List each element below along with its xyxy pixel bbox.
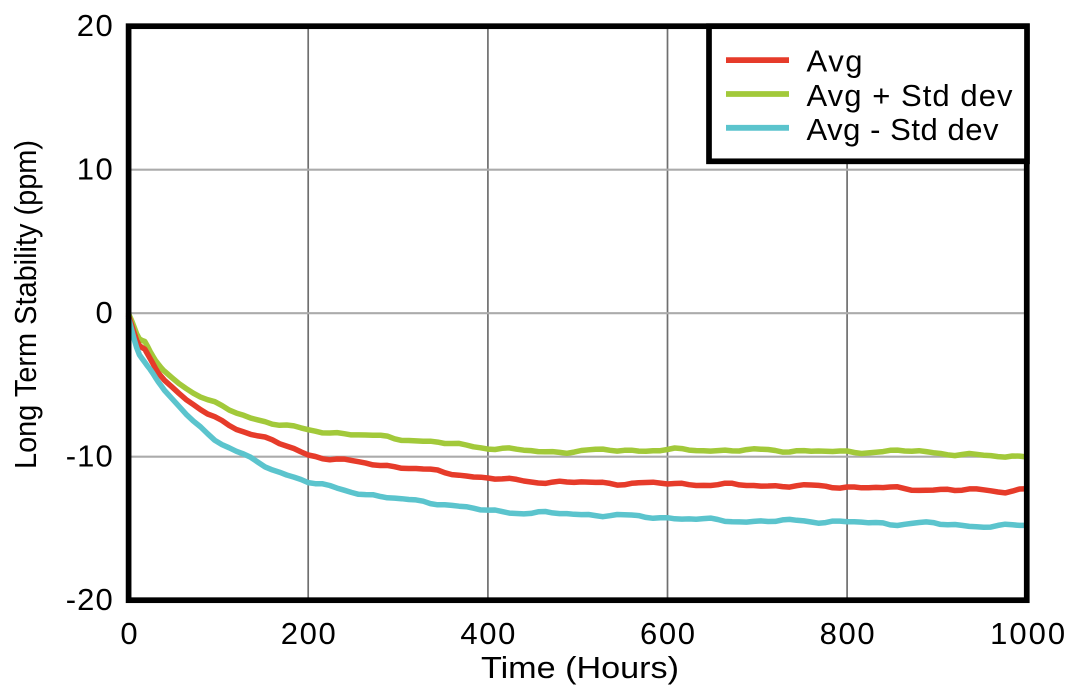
svg-text:Long Term Stability (ppm): Long Term Stability (ppm) [8, 140, 43, 469]
svg-text:10: 10 [77, 152, 113, 187]
svg-text:Avg: Avg [807, 44, 863, 79]
svg-text:800: 800 [820, 616, 875, 651]
svg-text:200: 200 [281, 616, 336, 651]
svg-text:Time (Hours): Time (Hours) [481, 650, 679, 685]
svg-text:20: 20 [77, 8, 113, 43]
svg-text:400: 400 [460, 616, 515, 651]
svg-text:-10: -10 [66, 439, 113, 474]
svg-text:-20: -20 [66, 582, 113, 617]
svg-text:Avg - Std dev: Avg - Std dev [807, 112, 1000, 147]
svg-text:0: 0 [95, 295, 112, 330]
svg-text:600: 600 [640, 616, 695, 651]
svg-text:0: 0 [120, 616, 137, 651]
svg-text:Avg + Std dev: Avg + Std dev [807, 78, 1014, 113]
